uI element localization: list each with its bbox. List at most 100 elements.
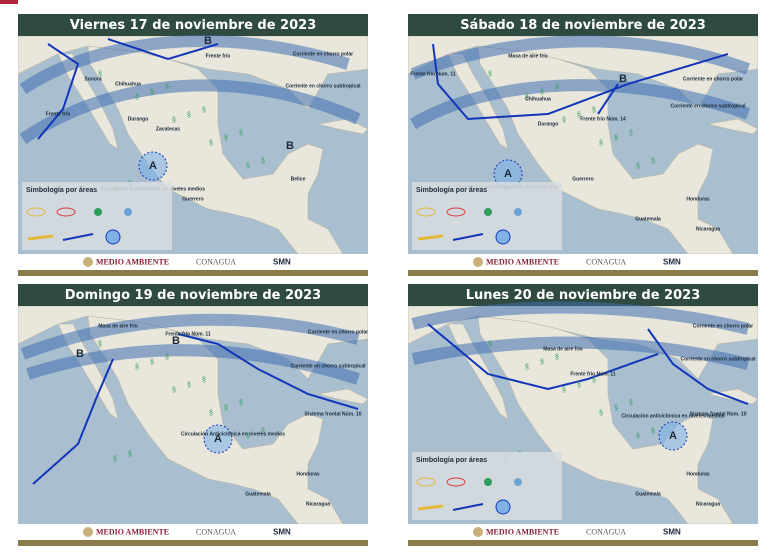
precip-symbol: § [562, 387, 566, 394]
logo-text: CONAGUA [196, 257, 236, 266]
legend-box [412, 452, 562, 520]
title-bar [408, 284, 758, 306]
precip-symbol: § [629, 400, 633, 407]
map-label: Nicaragua [696, 226, 720, 232]
map-label: B [204, 35, 212, 47]
map-label: Guatemala [635, 491, 661, 497]
map-label: Corriente en chorro subtropical [680, 356, 756, 362]
forecast-map: Sábado 18 de noviembre de 2023 § § § § § § § § § §… [408, 14, 758, 276]
front [432, 43, 729, 121]
footer-strip [18, 540, 368, 546]
forecast-map: Lunes 20 de noviembre de 2023 § § § § § § § § § § §… [408, 284, 758, 546]
logo-text: SMN [663, 258, 681, 267]
panel-title: Viernes 17 de noviembre de 2023 [70, 18, 317, 33]
precip-symbol: § [135, 94, 139, 101]
precip-symbol: § [651, 158, 655, 165]
legend-sym [416, 477, 436, 487]
precip-symbol: § [555, 84, 559, 91]
map-label: Masa de aire frío [98, 323, 137, 329]
map-label: Sonora [84, 76, 101, 82]
legend-sym [452, 503, 484, 511]
precip-symbol: § [172, 117, 176, 124]
precip-symbol: § [165, 354, 169, 361]
land [477, 45, 734, 255]
panel-title: Lunes 20 de noviembre de 2023 [466, 288, 701, 303]
jet-stream [409, 79, 751, 130]
precip-symbol: § [209, 140, 213, 147]
precip-symbol: § [239, 130, 243, 137]
land [477, 315, 734, 525]
map-label: A [669, 430, 677, 442]
precip-symbol: § [128, 451, 132, 458]
jet-stream [20, 313, 360, 360]
logo-text: SMN [273, 258, 291, 267]
map-label: Belice [291, 176, 306, 182]
precip-symbol: § [636, 163, 640, 170]
front [427, 323, 659, 391]
map-label: B [619, 73, 627, 85]
legend-sym [514, 208, 522, 216]
jet-stream [411, 301, 750, 335]
map-label: B [286, 140, 294, 152]
precip-symbol: § [488, 341, 492, 348]
map-label: Zacatecas [156, 126, 180, 132]
title-bar [408, 14, 758, 36]
front [647, 328, 749, 405]
map-label: B [76, 348, 84, 360]
logo-text: MEDIO AMBIENTE [96, 527, 169, 536]
land [87, 315, 344, 525]
logo-text: SMN [273, 528, 291, 537]
jet-stream [19, 79, 361, 144]
logo-text: CONAGUA [586, 527, 626, 536]
precip-symbol: § [562, 117, 566, 124]
map-label: Frente frío [46, 111, 71, 117]
logo-seal [473, 257, 483, 267]
header-strip [0, 0, 18, 4]
legend-sym [124, 208, 132, 216]
precip-symbol: § [98, 71, 102, 78]
precip-symbol: § [261, 428, 265, 435]
legend-sym [446, 477, 466, 487]
precip-symbol: § [577, 382, 581, 389]
front [107, 38, 219, 61]
map-label: Frente frío Núm. 11 [570, 371, 616, 377]
legend-sym [56, 207, 76, 217]
logo-seal [83, 527, 93, 537]
title-bar [18, 14, 368, 36]
precip-symbol: § [239, 400, 243, 407]
map-label: Corriente en chorro polar [293, 51, 353, 57]
map-label: Circulación Anticiclónica en niveles med… [181, 431, 285, 437]
precip-symbol: § [540, 359, 544, 366]
legend-sym [484, 478, 492, 486]
precip-symbol: § [150, 359, 154, 366]
map-label: Honduras [686, 471, 710, 477]
legend-box [22, 182, 172, 250]
map-label: Corriente en chorro subtropical [285, 83, 361, 89]
map-label: Frente frío Núm. 11 [410, 71, 456, 77]
map-label: Guerrero [572, 176, 593, 182]
legend-sym [514, 478, 522, 486]
map-label: A [214, 433, 222, 445]
legend-title: Simbología por áreas [416, 187, 487, 194]
precip-symbol: § [209, 410, 213, 417]
land [317, 388, 368, 405]
title-bar [18, 284, 368, 306]
precip-symbol: § [202, 377, 206, 384]
map-label: Nicaragua [306, 501, 330, 507]
panel-title: Domingo 19 de noviembre de 2023 [65, 288, 321, 303]
map-label: Masa de aire frío [543, 346, 582, 352]
map-label: Sistema frontal Núm. 10 [690, 411, 747, 417]
map-label: Sistema frontal Núm. 10 [305, 411, 362, 417]
land [18, 35, 368, 110]
map-label: Chihuahua [115, 81, 141, 87]
panel-title: Sábado 18 de noviembre de 2023 [460, 18, 706, 33]
jet-stream [19, 35, 350, 94]
precip-symbol: § [525, 94, 529, 101]
anticyclone [203, 424, 233, 454]
legend-sym [26, 207, 46, 217]
front [32, 358, 114, 485]
precip-symbol: § [202, 107, 206, 114]
precip-symbol: § [187, 382, 191, 389]
land [707, 118, 758, 135]
